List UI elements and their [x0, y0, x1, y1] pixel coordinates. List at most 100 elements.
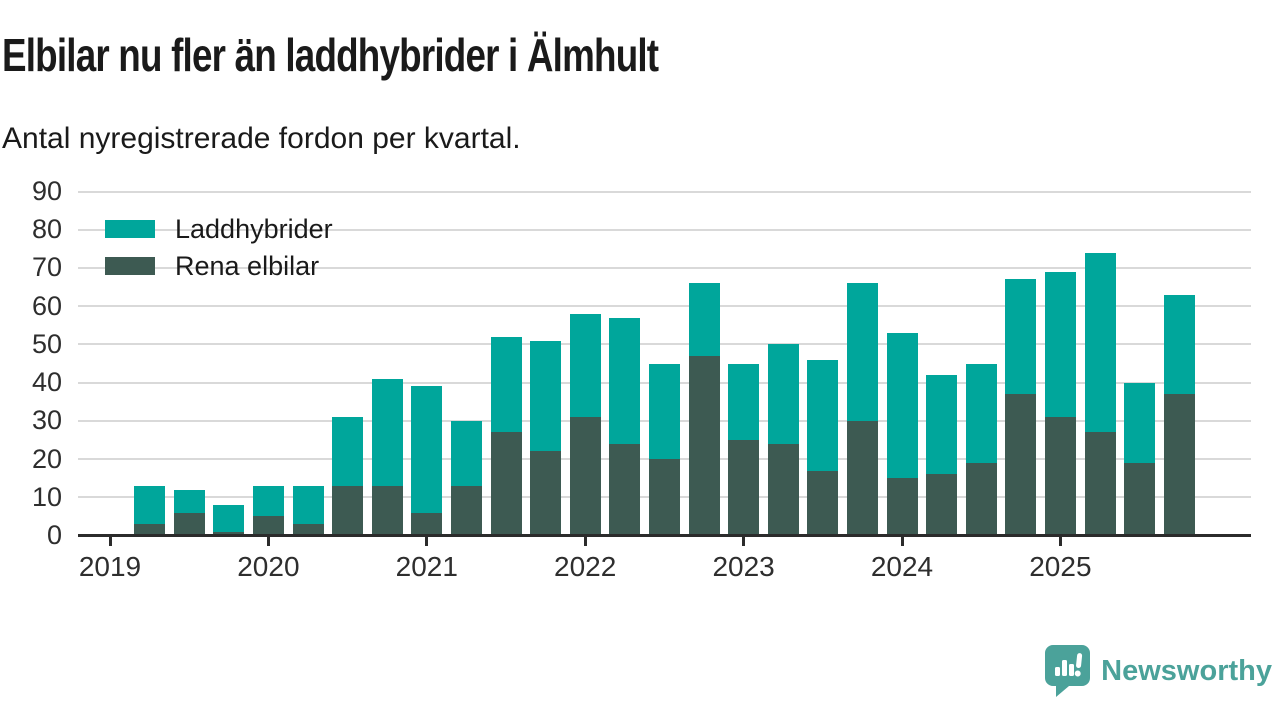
- bar-2020-K4: [372, 379, 403, 536]
- x-axis-tick: [742, 537, 745, 546]
- bar-2020-K2: [293, 486, 324, 536]
- y-axis-tick-label: 70: [0, 254, 62, 281]
- legend-label: Rena elbilar: [175, 251, 319, 282]
- x-axis-tick-label: 2019: [65, 551, 155, 583]
- bar-segment-rena-elbilar: [530, 451, 561, 535]
- bar-segment-laddhybrider: [253, 486, 284, 517]
- bar-segment-rena-elbilar: [570, 417, 601, 535]
- bar-segment-rena-elbilar: [372, 486, 403, 536]
- bar-segment-rena-elbilar: [1124, 463, 1155, 536]
- y-axis-tick-label: 30: [0, 407, 62, 434]
- bar-segment-laddhybrider: [649, 364, 680, 460]
- bar-2023-K3: [807, 360, 838, 536]
- bar-segment-laddhybrider: [1164, 295, 1195, 394]
- bar-chart-speech-bubble-icon: [1043, 644, 1091, 698]
- bar-2019-K4: [213, 505, 244, 536]
- legend: Laddhybrider Rena elbilar: [105, 214, 333, 288]
- bar-2023-K2: [768, 344, 799, 535]
- bar-segment-laddhybrider: [530, 341, 561, 452]
- legend-swatch-laddhybrider: [105, 220, 155, 238]
- y-axis-tick-label: 40: [0, 369, 62, 396]
- bar-segment-rena-elbilar: [332, 486, 363, 536]
- bar-segment-laddhybrider: [689, 283, 720, 356]
- bar-2019-K2: [134, 486, 165, 536]
- bar-2023-K4: [847, 283, 878, 535]
- bar-segment-laddhybrider: [1085, 253, 1116, 433]
- bar-2022-K2: [609, 318, 640, 536]
- bar-segment-laddhybrider: [609, 318, 640, 444]
- bar-2021-K4: [530, 341, 561, 536]
- x-axis-tick-label: 2022: [540, 551, 630, 583]
- y-axis-tick-label: 10: [0, 484, 62, 511]
- bar-2020-K1: [253, 486, 284, 536]
- bar-segment-rena-elbilar: [491, 432, 522, 535]
- x-axis-line: [78, 534, 1251, 537]
- bar-segment-laddhybrider: [134, 486, 165, 524]
- bar-2024-K1: [887, 333, 918, 536]
- x-axis-tick: [425, 537, 428, 546]
- chart-page: Elbilar nu fler än laddhybrider i Älmhul…: [0, 0, 1280, 720]
- bar-segment-laddhybrider: [293, 486, 324, 524]
- bar-segment-laddhybrider: [451, 421, 482, 486]
- bar-segment-laddhybrider: [728, 364, 759, 440]
- bar-segment-rena-elbilar: [887, 478, 918, 535]
- x-axis-tick: [584, 537, 587, 546]
- bar-segment-rena-elbilar: [649, 459, 680, 535]
- bar-2021-K3: [491, 337, 522, 536]
- legend-label: Laddhybrider: [175, 214, 333, 245]
- x-axis-tick: [109, 537, 112, 546]
- bar-2024-K2: [926, 375, 957, 536]
- x-axis-tick-label: 2023: [699, 551, 789, 583]
- bar-segment-rena-elbilar: [451, 486, 482, 536]
- bar-2025-K4: [1164, 295, 1195, 536]
- bar-2023-K1: [728, 364, 759, 536]
- bar-segment-rena-elbilar: [1085, 432, 1116, 535]
- bar-chart: 0102030405060708090 20192020202120222023…: [0, 0, 1280, 720]
- y-axis-tick-label: 50: [0, 331, 62, 358]
- bar-segment-rena-elbilar: [1045, 417, 1076, 535]
- bar-segment-laddhybrider: [1124, 383, 1155, 463]
- bar-segment-rena-elbilar: [728, 440, 759, 536]
- bar-segment-laddhybrider: [966, 364, 997, 463]
- bar-segment-laddhybrider: [491, 337, 522, 433]
- bar-2019-K3: [174, 490, 205, 536]
- bar-segment-rena-elbilar: [1164, 394, 1195, 535]
- y-axis-tick-label: 60: [0, 293, 62, 320]
- bar-segment-laddhybrider: [1045, 272, 1076, 417]
- legend-swatch-rena-elbilar: [105, 257, 155, 275]
- bar-2022-K3: [649, 364, 680, 536]
- x-axis-tick: [901, 537, 904, 546]
- bar-segment-laddhybrider: [174, 490, 205, 513]
- brand-name: Newsworthy: [1101, 655, 1272, 688]
- bar-segment-laddhybrider: [332, 417, 363, 486]
- x-axis-tick-label: 2021: [382, 551, 472, 583]
- bar-2025-K3: [1124, 383, 1155, 536]
- bar-2022-K1: [570, 314, 601, 536]
- y-axis-tick-label: 0: [0, 522, 62, 549]
- x-axis-tick-label: 2024: [857, 551, 947, 583]
- bar-2022-K4: [689, 283, 720, 535]
- x-axis-tick-label: 2025: [1015, 551, 1105, 583]
- bar-2021-K1: [411, 386, 442, 535]
- y-axis-tick-label: 80: [0, 216, 62, 243]
- bar-segment-rena-elbilar: [768, 444, 799, 536]
- y-axis-tick-label: 90: [0, 178, 62, 205]
- x-axis-tick: [1059, 537, 1062, 546]
- bar-2024-K3: [966, 364, 997, 536]
- bar-segment-laddhybrider: [213, 505, 244, 532]
- x-axis-tick: [267, 537, 270, 546]
- bar-segment-rena-elbilar: [689, 356, 720, 536]
- bar-segment-rena-elbilar: [174, 513, 205, 536]
- bar-2021-K2: [451, 421, 482, 536]
- bar-segment-rena-elbilar: [1005, 394, 1036, 535]
- bar-segment-laddhybrider: [807, 360, 838, 471]
- bar-segment-laddhybrider: [1005, 279, 1036, 394]
- bar-segment-rena-elbilar: [411, 513, 442, 536]
- brand-footer: Newsworthy: [1043, 644, 1272, 698]
- gridline: [78, 191, 1251, 193]
- bar-segment-laddhybrider: [570, 314, 601, 417]
- bar-2025-K2: [1085, 253, 1116, 536]
- bar-segment-laddhybrider: [372, 379, 403, 486]
- bar-segment-rena-elbilar: [807, 471, 838, 536]
- bar-segment-laddhybrider: [926, 375, 957, 474]
